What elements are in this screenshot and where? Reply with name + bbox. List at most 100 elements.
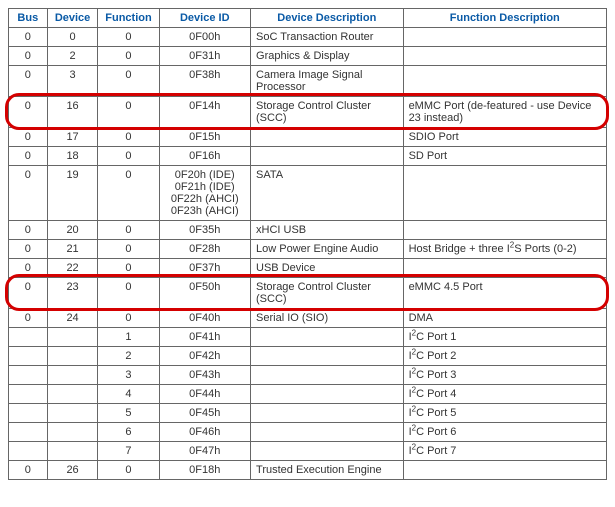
cell-func_desc: eMMC 4.5 Port	[403, 278, 606, 309]
cell-device: 21	[47, 240, 98, 259]
table-row: 0300F38hCamera Image Signal Processor	[9, 66, 607, 97]
cell-func_desc	[403, 47, 606, 66]
cell-device	[47, 347, 98, 366]
cell-bus: 0	[9, 309, 48, 328]
table-row: 02200F37hUSB Device	[9, 259, 607, 278]
table-row: 40F44hI2C Port 4	[9, 385, 607, 404]
cell-device_id: 0F28h	[159, 240, 251, 259]
cell-device_desc: xHCI USB	[251, 221, 404, 240]
table-row: 70F47hI2C Port 7	[9, 442, 607, 461]
table-row: 02400F40hSerial IO (SIO)DMA	[9, 309, 607, 328]
cell-function: 3	[98, 366, 159, 385]
table-wrap: Bus Device Function Device ID Device Des…	[8, 8, 607, 480]
cell-device: 17	[47, 128, 98, 147]
cell-func_desc: SDIO Port	[403, 128, 606, 147]
cell-device: 0	[47, 28, 98, 47]
cell-bus	[9, 385, 48, 404]
cell-func_desc: I2C Port 4	[403, 385, 606, 404]
table-row: 02600F18hTrusted Execution Engine	[9, 461, 607, 480]
cell-device_id: 0F18h	[159, 461, 251, 480]
cell-bus	[9, 442, 48, 461]
cell-function: 1	[98, 328, 159, 347]
cell-bus: 0	[9, 97, 48, 128]
cell-device_id: 0F43h	[159, 366, 251, 385]
col-device-desc: Device Description	[251, 9, 404, 28]
cell-bus: 0	[9, 166, 48, 221]
cell-device_id: 0F20h (IDE)0F21h (IDE)0F22h (AHCI)0F23h …	[159, 166, 251, 221]
cell-device_id: 0F50h	[159, 278, 251, 309]
cell-device_desc: SoC Transaction Router	[251, 28, 404, 47]
cell-function: 0	[98, 461, 159, 480]
cell-device_desc: SATA	[251, 166, 404, 221]
cell-bus: 0	[9, 461, 48, 480]
cell-device: 2	[47, 47, 98, 66]
cell-function: 0	[98, 259, 159, 278]
table-row: 01600F14hStorage Control Cluster (SCC)eM…	[9, 97, 607, 128]
cell-function: 0	[98, 166, 159, 221]
cell-device: 3	[47, 66, 98, 97]
col-function: Function	[98, 9, 159, 28]
cell-device_id: 0F45h	[159, 404, 251, 423]
cell-device_desc	[251, 328, 404, 347]
cell-device_desc: Camera Image Signal Processor	[251, 66, 404, 97]
cell-func_desc	[403, 66, 606, 97]
cell-device: 23	[47, 278, 98, 309]
cell-device_id: 0F47h	[159, 442, 251, 461]
cell-function: 0	[98, 309, 159, 328]
cell-device	[47, 404, 98, 423]
cell-device_id: 0F44h	[159, 385, 251, 404]
cell-bus	[9, 404, 48, 423]
cell-device	[47, 366, 98, 385]
table-row: 02000F35hxHCI USB	[9, 221, 607, 240]
cell-device: 19	[47, 166, 98, 221]
cell-device: 22	[47, 259, 98, 278]
cell-function: 7	[98, 442, 159, 461]
cell-function: 0	[98, 221, 159, 240]
device-table: Bus Device Function Device ID Device Des…	[8, 8, 607, 480]
cell-device: 24	[47, 309, 98, 328]
cell-func_desc	[403, 461, 606, 480]
table-row: 20F42hI2C Port 2	[9, 347, 607, 366]
col-bus: Bus	[9, 9, 48, 28]
col-device: Device	[47, 9, 98, 28]
cell-function: 0	[98, 278, 159, 309]
table-row: 0000F00hSoC Transaction Router	[9, 28, 607, 47]
cell-function: 0	[98, 147, 159, 166]
cell-device: 18	[47, 147, 98, 166]
cell-func_desc	[403, 166, 606, 221]
cell-device: 26	[47, 461, 98, 480]
cell-function: 0	[98, 66, 159, 97]
col-func-desc: Function Description	[403, 9, 606, 28]
cell-device_id: 0F37h	[159, 259, 251, 278]
cell-device_desc: Trusted Execution Engine	[251, 461, 404, 480]
cell-bus: 0	[9, 128, 48, 147]
cell-device_id: 0F16h	[159, 147, 251, 166]
cell-bus: 0	[9, 66, 48, 97]
cell-device_id: 0F42h	[159, 347, 251, 366]
cell-device: 20	[47, 221, 98, 240]
table-row: 01900F20h (IDE)0F21h (IDE)0F22h (AHCI)0F…	[9, 166, 607, 221]
cell-func_desc: SD Port	[403, 147, 606, 166]
cell-func_desc: I2C Port 3	[403, 366, 606, 385]
table-row: 02300F50hStorage Control Cluster (SCC)eM…	[9, 278, 607, 309]
cell-device_desc	[251, 423, 404, 442]
cell-bus: 0	[9, 240, 48, 259]
table-row: 30F43h I2C Port 3	[9, 366, 607, 385]
cell-device_desc	[251, 385, 404, 404]
cell-bus	[9, 328, 48, 347]
cell-func_desc: I2C Port 6	[403, 423, 606, 442]
cell-device	[47, 328, 98, 347]
cell-function: 6	[98, 423, 159, 442]
cell-func_desc: I2C Port 1	[403, 328, 606, 347]
table-row: 60F46hI2C Port 6	[9, 423, 607, 442]
table-row: 01800F16hSD Port	[9, 147, 607, 166]
cell-bus: 0	[9, 47, 48, 66]
cell-device_id: 0F40h	[159, 309, 251, 328]
cell-function: 0	[98, 47, 159, 66]
cell-device_desc: Graphics & Display	[251, 47, 404, 66]
table-row: 02100F28hLow Power Engine AudioHost Brid…	[9, 240, 607, 259]
cell-device_desc: Low Power Engine Audio	[251, 240, 404, 259]
cell-bus	[9, 423, 48, 442]
cell-device_id: 0F14h	[159, 97, 251, 128]
cell-func_desc	[403, 259, 606, 278]
